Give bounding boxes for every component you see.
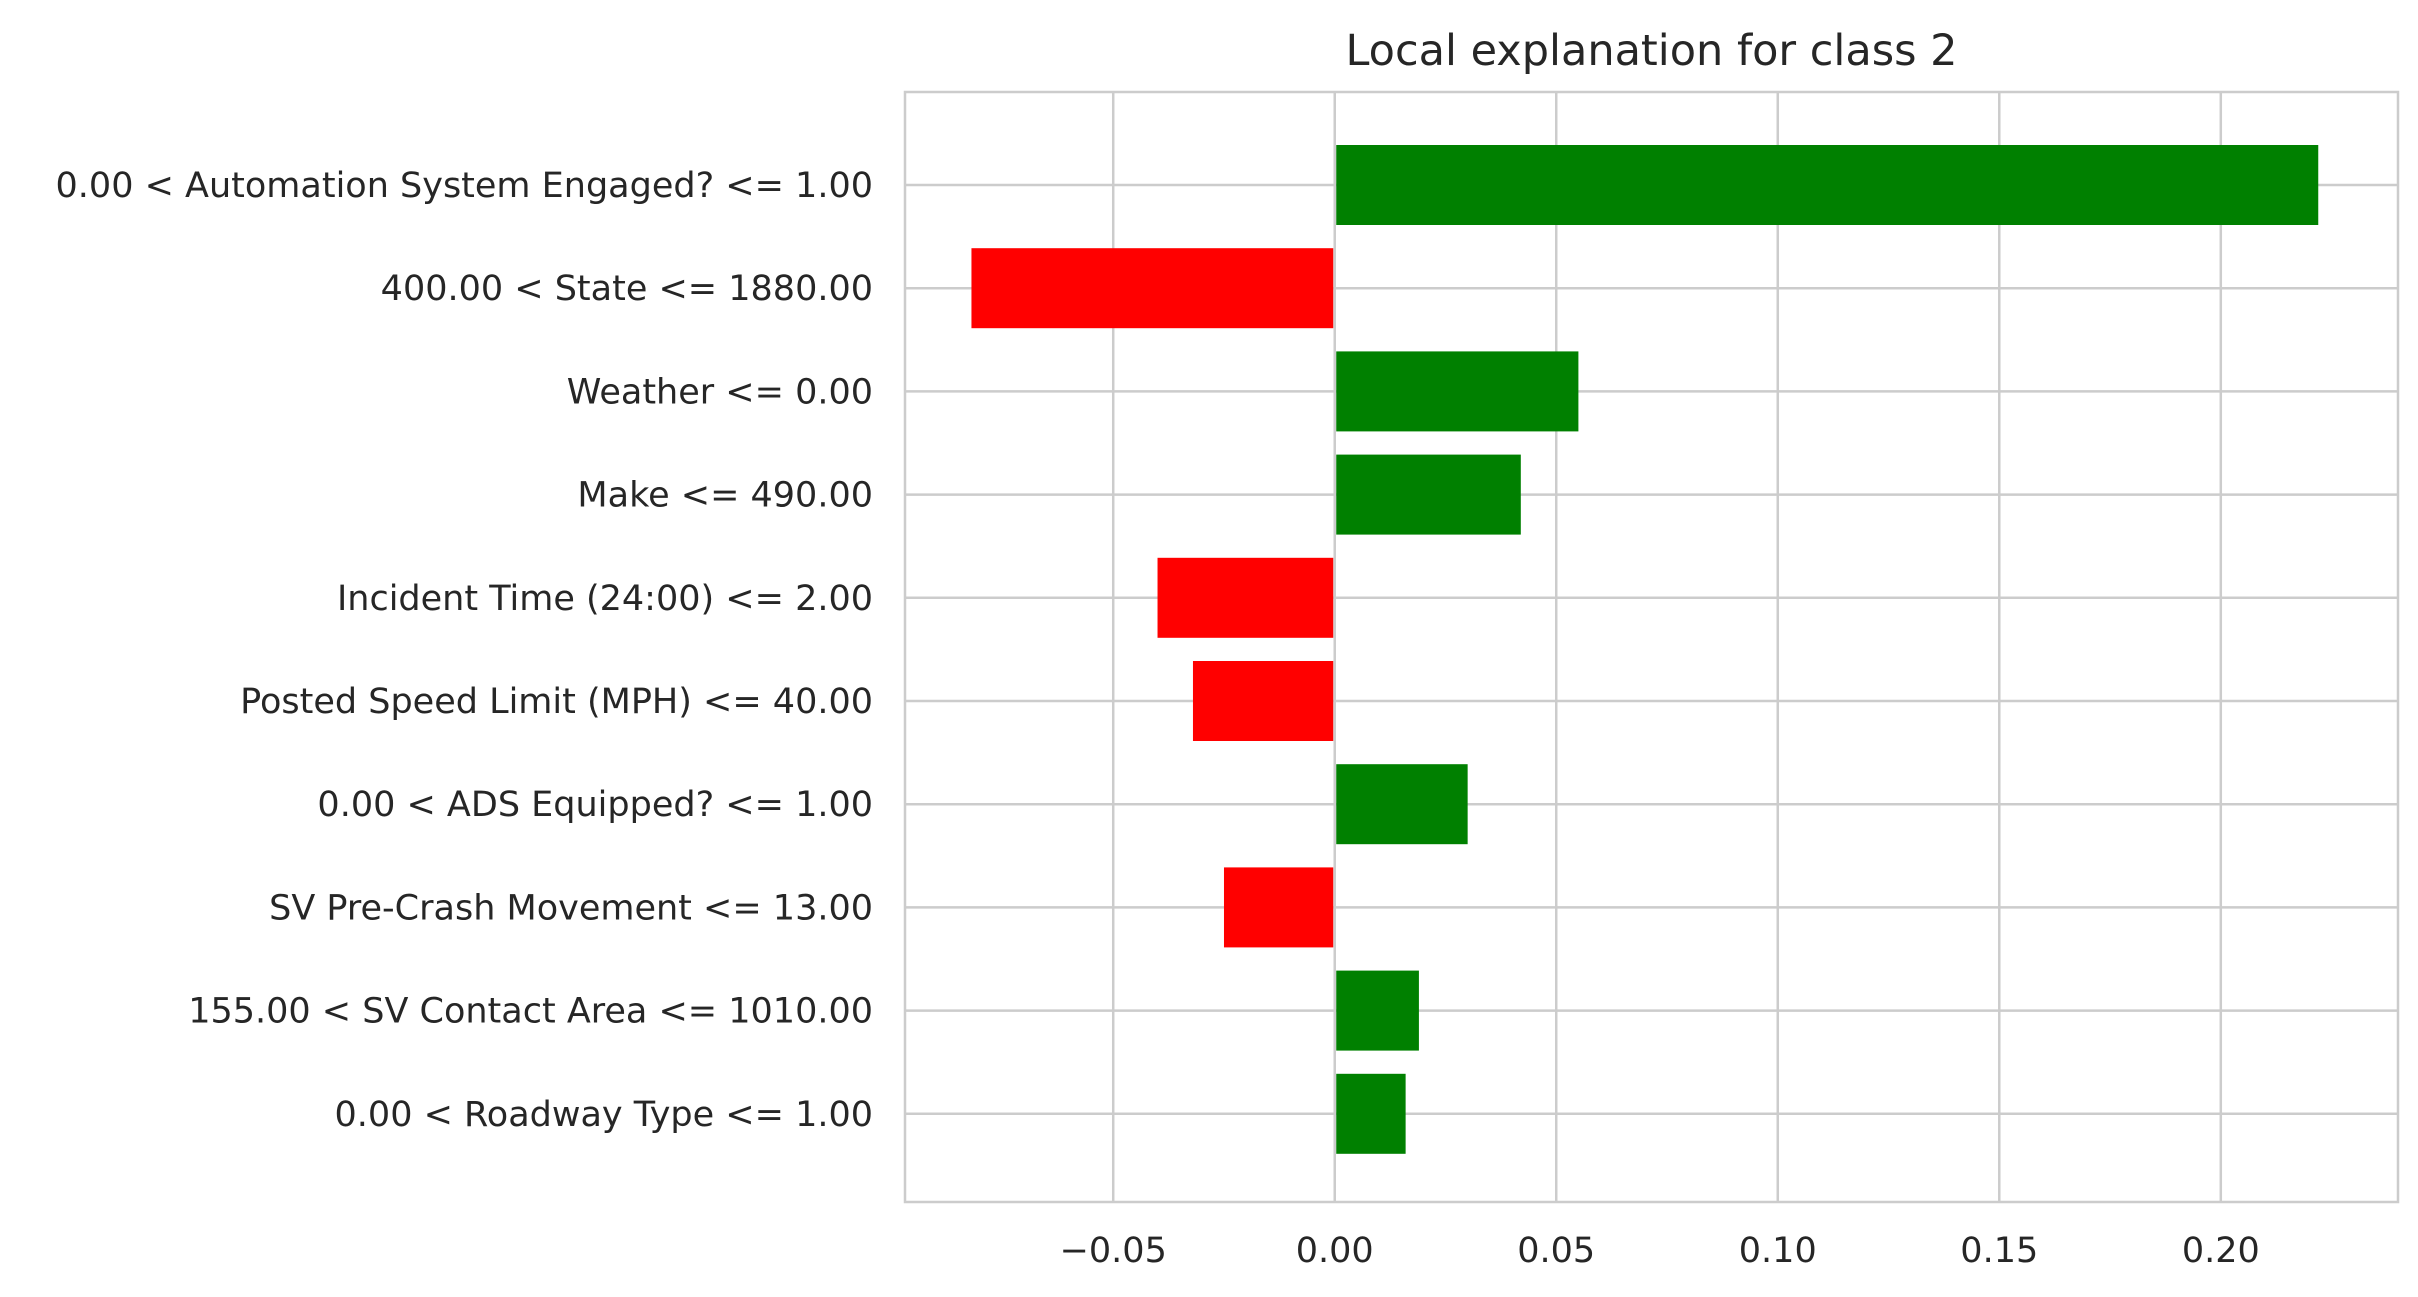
bar-layer (971, 145, 2319, 1154)
x-tick-label: 0.20 (2182, 1231, 2260, 1271)
chart-title: Local explanation for class 2 (1345, 26, 1957, 76)
y-tick-label: 0.00 < ADS Equipped? <= 1.00 (317, 785, 873, 825)
bar (1192, 661, 1334, 741)
y-tick-label: 0.00 < Roadway Type <= 1.00 (335, 1095, 873, 1135)
bar (1223, 867, 1334, 948)
y-tick-label: Incident Time (24:00) <= 2.00 (337, 579, 873, 619)
x-tick-labels: −0.05 0.00 0.05 0.10 0.15 0.20 (1060, 1231, 2260, 1271)
y-tick-label: Weather <= 0.00 (567, 372, 873, 412)
bar (1157, 557, 1334, 638)
bar (1336, 764, 1468, 845)
bar (1336, 145, 2319, 225)
y-tick-label: 0.00 < Automation System Engaged? <= 1.0… (56, 166, 873, 206)
x-tick-label: 0.15 (1960, 1231, 2038, 1271)
plot-frame (903, 90, 2400, 1204)
bar (971, 248, 1334, 329)
y-tick-label: 400.00 < State <= 1880.00 (381, 269, 873, 309)
bar (1336, 351, 1579, 432)
y-tick-label: Make <= 490.00 (577, 476, 873, 516)
y-tick-label: 155.00 < SV Contact Area <= 1010.00 (188, 992, 873, 1032)
bar (1336, 970, 1419, 1051)
bar (1336, 454, 1521, 535)
x-tick-label: 0.05 (1517, 1231, 1595, 1271)
bar (1336, 1073, 1406, 1154)
y-tick-labels: 0.00 < Automation System Engaged? <= 1.0… (56, 166, 873, 1135)
x-tick-label: 0.10 (1739, 1231, 1817, 1271)
y-tick-label: Posted Speed Limit (MPH) <= 40.00 (240, 682, 873, 722)
y-tick-label: SV Pre-Crash Movement <= 13.00 (269, 888, 873, 928)
grid-layer (905, 92, 2398, 1202)
x-tick-label: −0.05 (1060, 1231, 1167, 1271)
x-tick-label: 0.00 (1296, 1231, 1374, 1271)
